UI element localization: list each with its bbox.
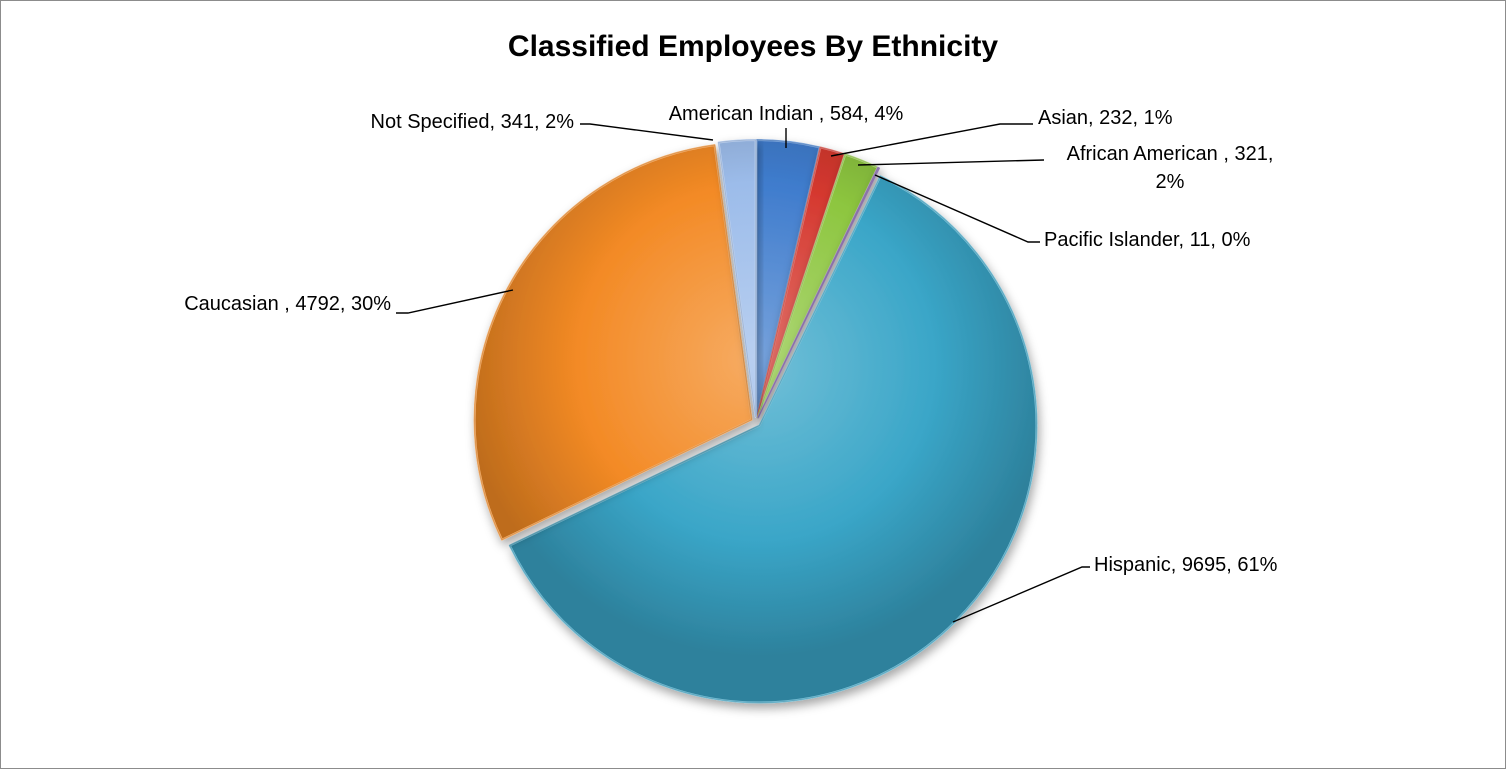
pie-slice-caucasian <box>473 144 753 541</box>
leader-line-hispanic <box>952 566 1090 623</box>
data-label-asian: Asian, 232, 1% <box>1038 107 1173 129</box>
pie-slice-edge-pacific-islander <box>757 167 880 418</box>
leader-line-caucasian <box>396 289 514 314</box>
leader-line-not-specified <box>580 123 714 141</box>
chart-title: Classified Employees By Ethnicity <box>507 30 999 63</box>
data-label-caucasian: Caucasian , 4792, 30% <box>184 293 391 315</box>
data-label-african-american: African American , 321, <box>1067 143 1274 165</box>
pie-slice-edge-caucasian <box>474 144 753 541</box>
data-label-african-american-line-2: 2% <box>1156 171 1185 193</box>
data-label-pacific-islander: Pacific Islander, 11, 0% <box>1044 229 1251 251</box>
pie-slice-pacific-islander <box>757 166 881 419</box>
pie-labels: American Indian , 584, 4% Asian, 232, 1% A… <box>184 103 1278 623</box>
leader-line-pacific-islander <box>874 174 1040 243</box>
data-label-american-indian: American Indian , 584, 4% <box>669 103 904 125</box>
pie-slice-not-specified <box>717 139 757 419</box>
data-label-hispanic: Hispanic, 9695, 61% <box>1094 554 1278 576</box>
pie-slice-edge-not-specified <box>718 139 757 418</box>
data-label-not-specified: Not Specified, 341, 2% <box>371 111 575 133</box>
pie-slices <box>473 139 1038 704</box>
leader-line-african-american <box>857 159 1045 166</box>
leader-line-asian <box>830 123 1033 157</box>
